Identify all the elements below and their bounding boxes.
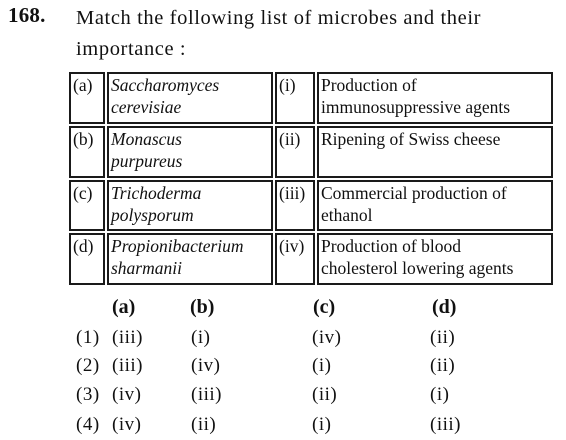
microbe-name: Saccharomyces cerevisiae xyxy=(107,72,273,124)
option-header-d: (d) xyxy=(432,296,457,318)
question-number: 168. xyxy=(8,3,46,27)
table-row: (d) Propionibacterium sharmanii (iv) Prod… xyxy=(69,233,553,285)
table-row: (a) Saccharomyces cerevisiae (i) Producti… xyxy=(69,72,553,124)
list-ii-label: (iii) xyxy=(275,179,315,232)
importance-line1: Production of blood xyxy=(321,236,461,257)
option-c-value: (i) xyxy=(312,414,332,435)
microbe-name-line1: Monascus xyxy=(111,128,182,149)
list-i-label: (d) xyxy=(69,233,105,285)
microbe-name: Monascus purpureus xyxy=(107,125,273,178)
option-b-value: (iii) xyxy=(191,384,222,405)
importance-line1: Production of xyxy=(321,75,417,95)
option-number: (2) xyxy=(76,355,100,376)
option-a-value: (iv) xyxy=(112,384,142,405)
option-a-value: (iii) xyxy=(112,327,143,348)
list-i-label: (b) xyxy=(69,125,105,178)
microbe-name: Propionibacterium sharmanii xyxy=(107,233,273,285)
list-i-label: (a) xyxy=(69,72,105,124)
option-header-a: (a) xyxy=(112,296,136,318)
option-c-value: (iv) xyxy=(312,327,342,348)
importance-line2: ethanol xyxy=(321,204,373,225)
question-text: Match the following list of microbes and… xyxy=(76,7,482,60)
list-ii-label: (ii) xyxy=(275,125,315,178)
microbe-name-line1: Saccharomyces xyxy=(111,75,220,95)
microbe-name-line2: cerevisiae xyxy=(111,97,182,117)
option-d-value: (i) xyxy=(430,384,450,405)
option-d-value: (ii) xyxy=(430,355,456,376)
option-header-b: (b) xyxy=(190,296,215,318)
option-b-value: (iv) xyxy=(191,355,221,376)
importance-text: Production of blood cholesterol lowering … xyxy=(317,233,553,285)
option-a-value: (iv) xyxy=(112,414,142,435)
option-b-value: (i) xyxy=(191,327,211,348)
option-number: (1) xyxy=(76,327,100,348)
importance-text: Production of immunosuppressive agents xyxy=(317,72,553,124)
option-c-value: (ii) xyxy=(312,384,338,405)
importance-line1: Ripening of Swiss cheese xyxy=(321,128,501,149)
option-b-value: (ii) xyxy=(191,414,217,435)
option-number: (3) xyxy=(76,384,100,405)
importance-text: Commercial production of ethanol xyxy=(317,179,553,232)
option-a-value: (iii) xyxy=(112,355,143,376)
option-d-value: (ii) xyxy=(430,327,456,348)
microbe-name-line2: purpureus xyxy=(111,150,183,171)
option-c-value: (i) xyxy=(312,355,332,376)
table-row: (c) Trichoderma polysporum (iii) Commerci… xyxy=(69,179,553,232)
option-d-value: (iii) xyxy=(430,414,461,435)
importance-text: Ripening of Swiss cheese xyxy=(317,125,553,178)
microbe-name: Trichoderma polysporum xyxy=(107,179,273,232)
microbe-name-line1: Trichoderma xyxy=(111,182,202,203)
list-i-label: (c) xyxy=(69,179,105,232)
match-table: (a) Saccharomyces cerevisiae (i) Producti… xyxy=(67,70,555,287)
list-ii-label: (i) xyxy=(275,72,315,124)
list-ii-label: (iv) xyxy=(275,233,315,285)
importance-line2: cholesterol lowering agents xyxy=(321,258,514,279)
microbe-name-line2: polysporum xyxy=(111,204,194,225)
option-number: (4) xyxy=(76,414,100,435)
microbe-name-line2: sharmanii xyxy=(111,258,182,279)
option-header-c: (c) xyxy=(313,296,336,318)
microbe-name-line1: Propionibacterium xyxy=(111,236,244,257)
importance-line1: Commercial production of xyxy=(321,182,507,203)
table-row: (b) Monascus purpureus (ii) Ripening of S… xyxy=(69,125,553,178)
importance-line2: immunosuppressive agents xyxy=(321,97,511,117)
